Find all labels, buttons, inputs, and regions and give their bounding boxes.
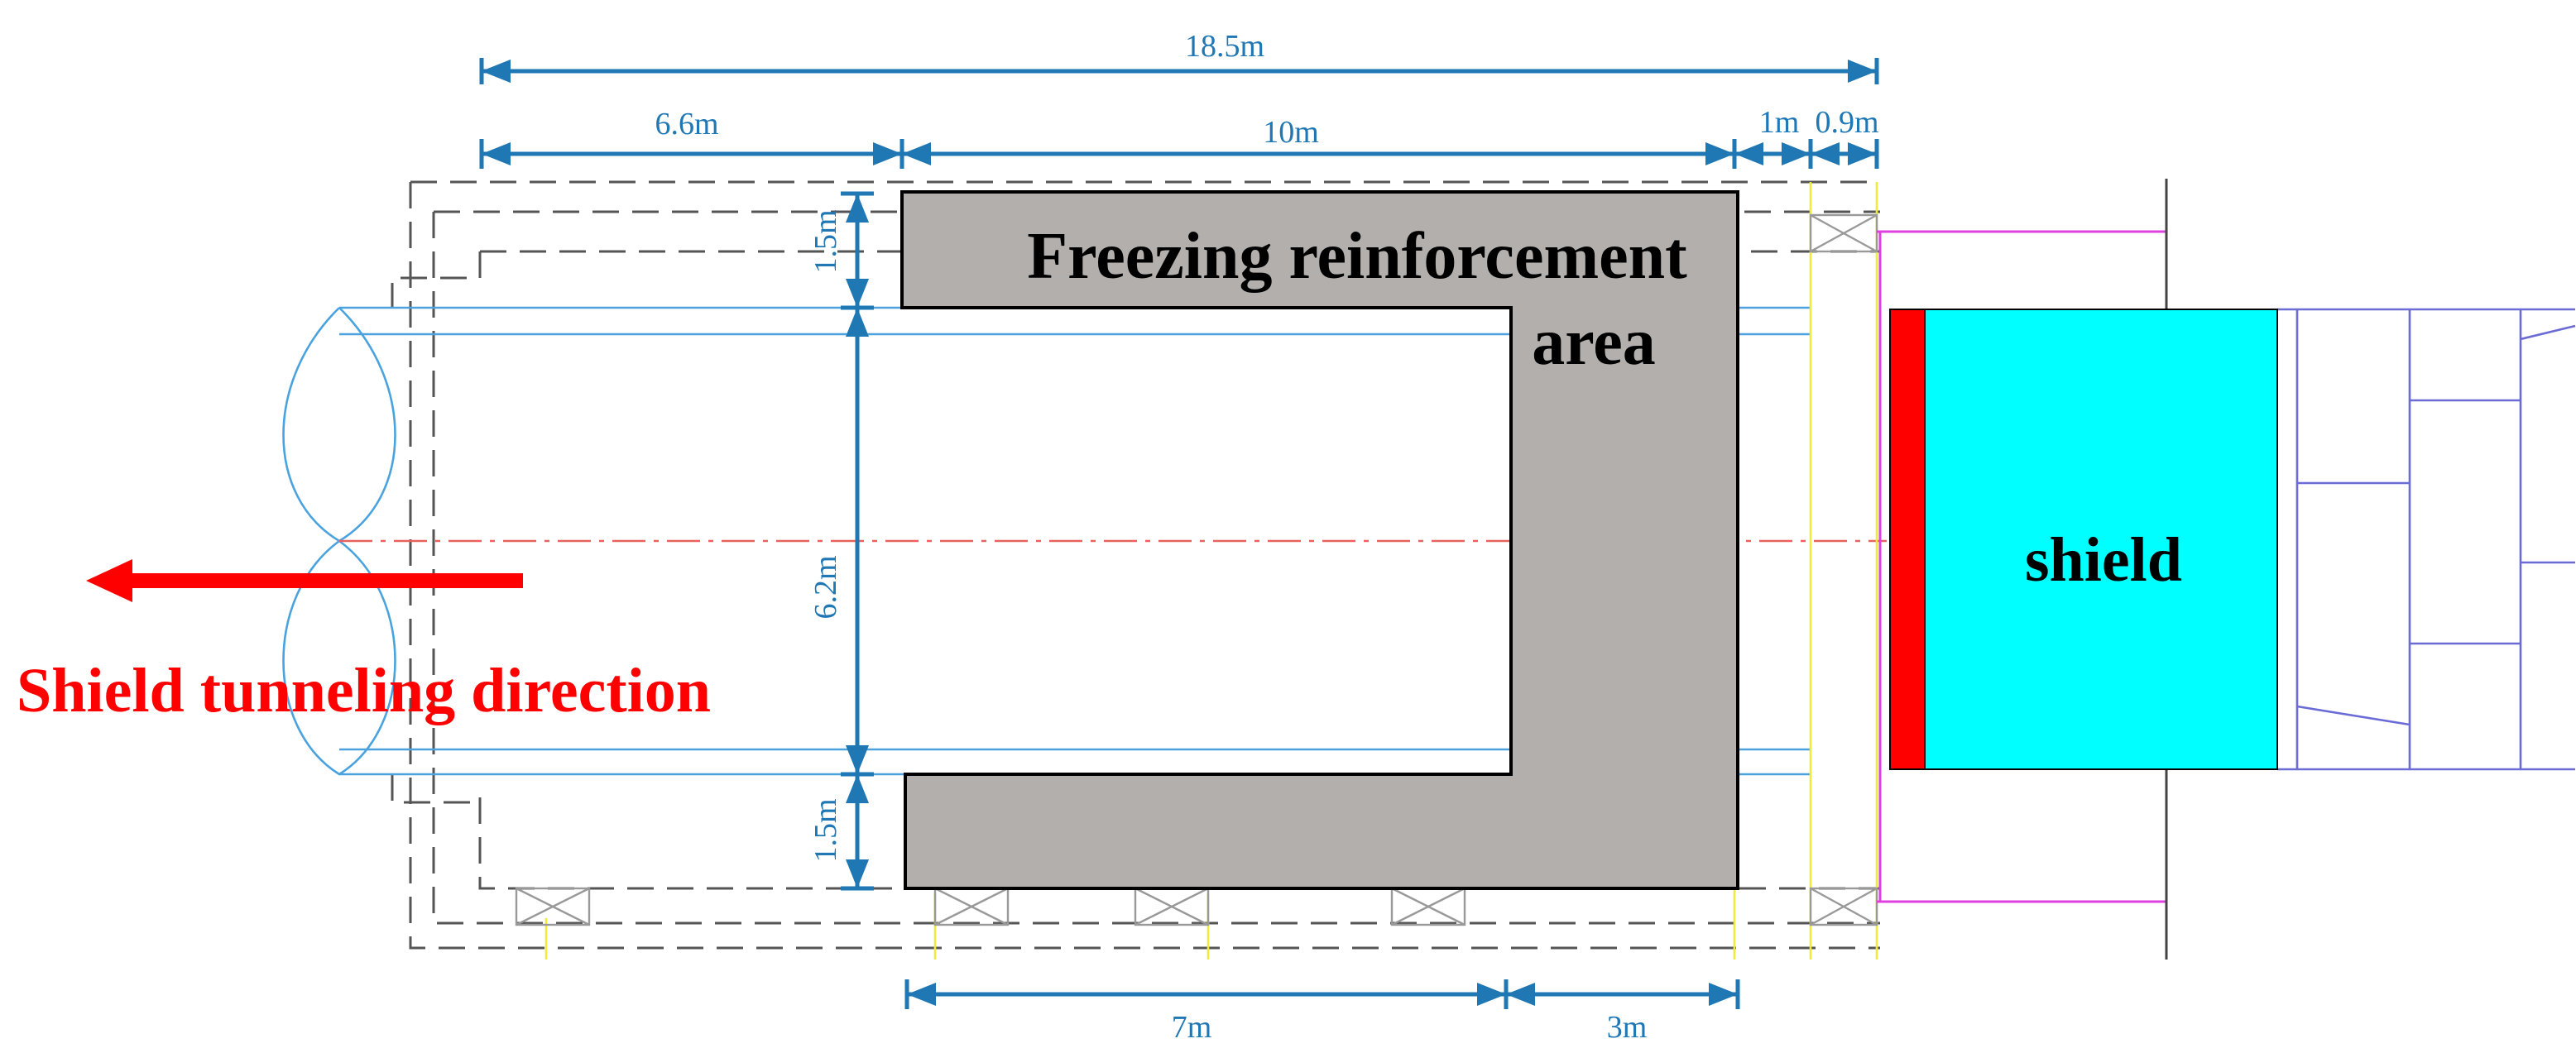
dimension-label: 6.6m: [655, 107, 718, 141]
dimension-label: 0.9m: [1815, 105, 1878, 140]
dimension-label: 1.5m: [808, 209, 843, 273]
shield-label: shield: [2025, 525, 2182, 595]
area-label: Freezing reinforcement: [1027, 220, 1687, 293]
dimension-label: 18.5m: [1185, 29, 1264, 64]
dimension-label: 3m: [1607, 1010, 1648, 1045]
dimension-label: 6.2m: [808, 555, 843, 619]
dimension-label: 10m: [1263, 115, 1319, 150]
dimension-lines: [482, 58, 1879, 1009]
dimension-label: 1m: [1759, 105, 1800, 140]
dimension-label: 1.5m: [808, 798, 843, 862]
dimension-label: 7m: [1172, 1010, 1212, 1045]
area-label: area: [1532, 306, 1656, 379]
direction-label: Shield tunneling direction: [17, 656, 711, 725]
structure: [86, 179, 2576, 960]
